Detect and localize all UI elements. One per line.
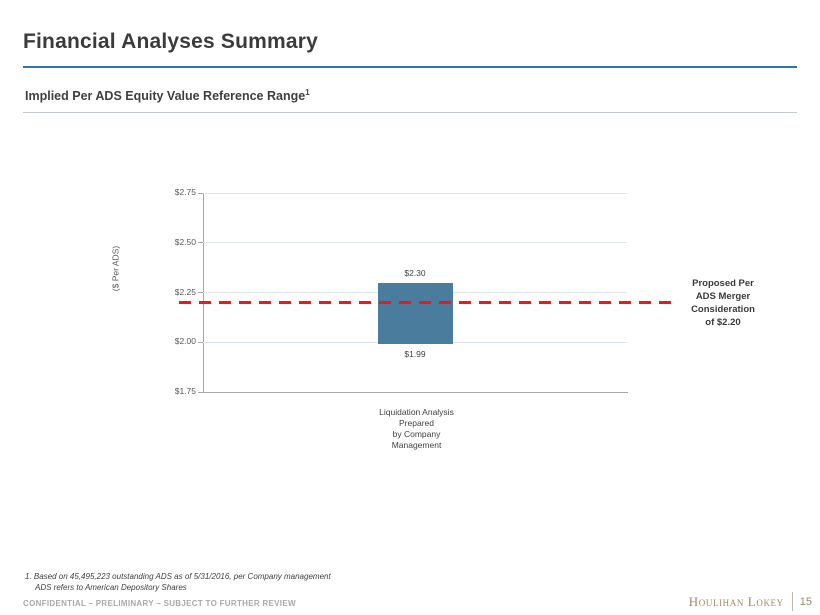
annotation-line: of $2.20: [705, 317, 741, 328]
y-tick-mark: [198, 292, 203, 293]
y-tick-label: $1.75: [174, 386, 196, 396]
y-tick-label: $2.00: [174, 336, 196, 347]
category-label-line: Management: [391, 440, 442, 450]
category-label-line: Liquidation Analysis: [379, 407, 454, 417]
bar-high-value-label: $2.30: [404, 267, 426, 278]
y-tick-mark: [198, 341, 203, 343]
y-gridline: [203, 242, 627, 244]
houlihan-lokey-logo: Houlihan Lokey: [688, 593, 784, 609]
annotation-line: ADS Merger: [695, 291, 751, 302]
footnote-1: 1. Based on 45,495,223 outstanding ADS a…: [25, 572, 331, 581]
y-tick-mark: [198, 192, 203, 194]
section-heading-text: Implied Per ADS Equity Value Reference R…: [25, 89, 306, 104]
merger-consideration-annotation: Proposed Per ADS Merger Consideration of $2…: [663, 277, 783, 329]
plot-area: [203, 193, 628, 393]
annotation-line: Proposed Per: [692, 278, 754, 289]
page-number: 15: [799, 595, 812, 608]
y-tick-label: $2.50: [174, 236, 196, 247]
page-divider-line: [791, 592, 793, 611]
footer-brand-block: Houlihan Lokey 15: [689, 592, 812, 611]
range-bar: [377, 282, 453, 345]
confidentiality-notice: CONFIDENTIAL – PRELIMINARY – SUBJECT TO …: [23, 599, 296, 608]
x-category-label: Liquidation Analysis Prepared by Company Ma…: [331, 407, 502, 451]
y-tick-label: $2.25: [174, 286, 196, 297]
section-divider-rule: [23, 112, 797, 113]
title-accent-rule: [23, 66, 797, 68]
merger-consideration-dashed-line: [179, 300, 676, 304]
page-title: Financial Analyses Summary: [23, 30, 319, 53]
y-tick-mark: [198, 391, 203, 393]
annotation-line: Consideration: [691, 304, 755, 315]
category-label-line: Prepared: [399, 418, 434, 428]
y-gridline: [203, 192, 627, 194]
footnote-2: ADS refers to American Depository Shares: [35, 583, 187, 592]
y-tick-label: $2.75: [174, 187, 196, 197]
y-axis-title: ($ Per ADS): [110, 245, 121, 292]
section-heading: Implied Per ADS Equity Value Reference R…: [25, 88, 310, 103]
bar-low-value-label: $1.99: [404, 349, 426, 360]
category-label-line: by Company: [392, 429, 441, 439]
footnote-marker: 1: [305, 88, 310, 97]
y-tick-mark: [198, 242, 203, 244]
